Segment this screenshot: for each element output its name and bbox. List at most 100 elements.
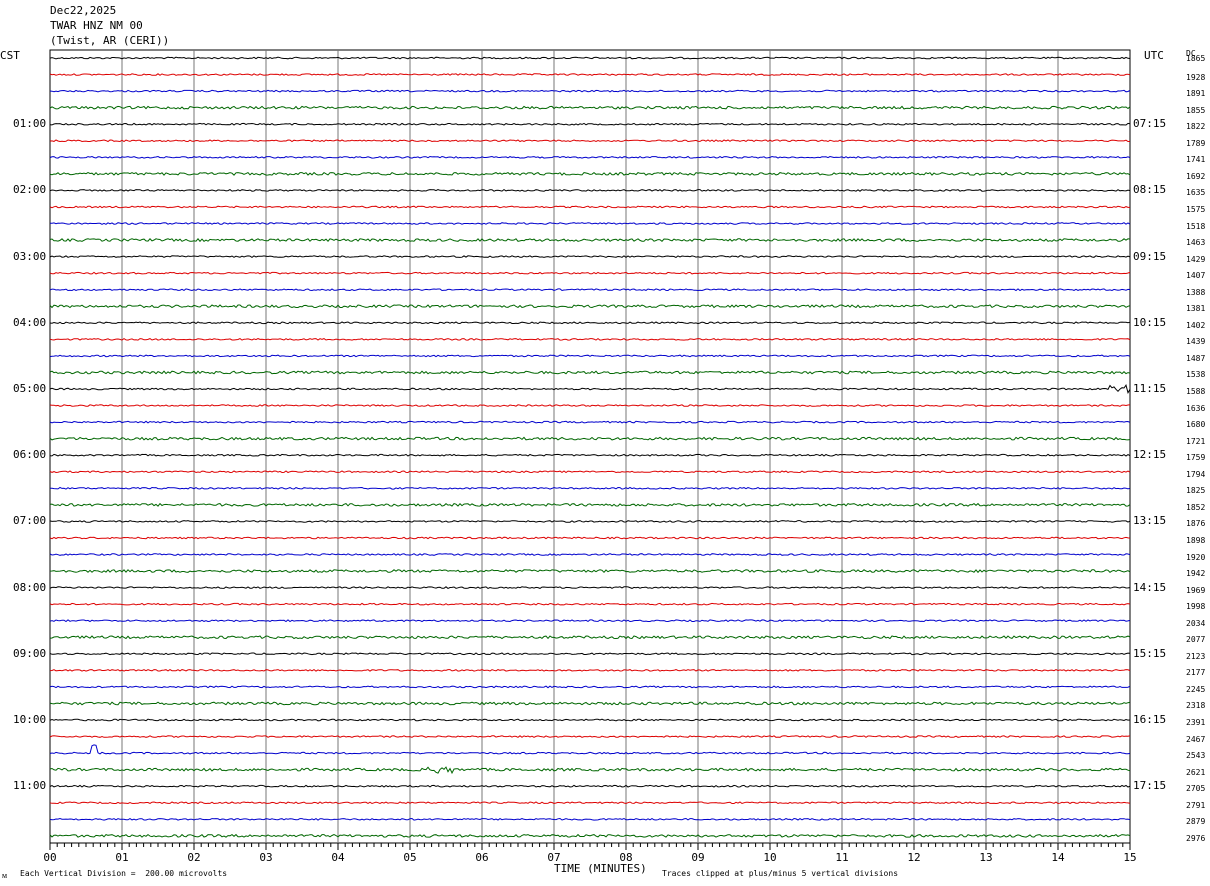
trace-4 <box>49 122 1131 126</box>
trace-15 <box>49 304 1131 309</box>
dc-offset-label: 2391 <box>1186 718 1206 727</box>
trace-25 <box>49 470 1131 474</box>
dc-offset-label: 1920 <box>1186 552 1206 562</box>
trace-12 <box>49 255 1131 259</box>
trace-47 <box>49 833 1131 838</box>
dc-offset-label: 1538 <box>1186 370 1206 380</box>
plot-frame <box>49 49 1131 844</box>
right-time-label: 12:15 <box>1133 448 1167 462</box>
trace-33 <box>49 602 1131 606</box>
x-tick-label: 10 <box>763 851 777 864</box>
dc-offset-label: 1825 <box>1186 486 1206 496</box>
x-tick-label: 12 <box>907 851 921 864</box>
dc-offset-label: 1855 <box>1186 105 1206 115</box>
trace-27 <box>49 502 1131 507</box>
dc-offset-label: 2177 <box>1186 668 1206 678</box>
trace-1 <box>49 73 1131 76</box>
scale-note: Each Vertical Division = 200.00 microvol… <box>20 869 228 878</box>
right-time-label: 14:15 <box>1133 580 1167 594</box>
x-tick-label: 01 <box>115 851 129 864</box>
trace-0 <box>49 56 1131 60</box>
dc-offset-label: 1721 <box>1186 436 1206 446</box>
trace-17 <box>49 337 1131 341</box>
x-tick-label: 08 <box>619 851 633 864</box>
date-label: Dec22,2025 <box>50 4 117 17</box>
dc-offset-label: 1741 <box>1186 155 1206 165</box>
dc-offset-label: 1636 <box>1186 403 1206 413</box>
x-tick-label: 05 <box>403 851 417 864</box>
dc-offset-label: 1969 <box>1186 585 1206 595</box>
dc-offset-label: 1588 <box>1186 387 1206 396</box>
x-tick-label: 00 <box>43 851 57 864</box>
dc-offset-label: 1692 <box>1186 171 1206 181</box>
dc-offset-label: 2976 <box>1186 833 1206 843</box>
trace-11 <box>49 238 1131 243</box>
trace-46 <box>49 817 1131 821</box>
dc-offset-label: 2879 <box>1186 817 1206 827</box>
trace-40 <box>49 718 1131 722</box>
dc-offset-label: 2791 <box>1186 800 1206 810</box>
x-tick-label: 04 <box>331 851 345 864</box>
dc-offset-label: 1407 <box>1186 271 1206 281</box>
trace-group <box>49 56 1131 838</box>
right-time-label: 08:15 <box>1133 183 1167 197</box>
left-time-label: 06:00 <box>13 448 47 462</box>
dc-offset-label: 2245 <box>1186 684 1206 694</box>
dc-offset-label: 1928 <box>1186 72 1206 82</box>
x-tick-label: 15 <box>1123 851 1137 864</box>
trace-39 <box>49 701 1131 706</box>
dc-offset-label: 1852 <box>1186 502 1206 512</box>
dc-label: DC <box>1186 49 1196 58</box>
trace-5 <box>49 139 1131 143</box>
dc-offset-label: 2621 <box>1186 767 1206 777</box>
left-time-label: 04:00 <box>13 315 47 329</box>
trace-8 <box>49 188 1131 192</box>
corner-mark: ᴍ <box>2 871 8 880</box>
trace-14 <box>49 288 1131 292</box>
dc-offset-label: 1794 <box>1186 469 1206 479</box>
trace-43 <box>49 766 1131 775</box>
x-tick-label: 09 <box>691 851 705 864</box>
x-tick-label: 06 <box>475 851 489 864</box>
cst-label: CST <box>0 49 20 62</box>
trace-36 <box>49 652 1131 656</box>
dc-offset-label: 1759 <box>1186 453 1206 463</box>
trace-41 <box>49 735 1131 738</box>
right-time-label: 11:15 <box>1133 382 1167 395</box>
trace-16 <box>49 321 1131 325</box>
trace-9 <box>49 205 1130 209</box>
right-time-label: 15:15 <box>1133 646 1167 660</box>
dc-offset-label: 1789 <box>1186 138 1206 148</box>
dc-offset-label: 1388 <box>1186 287 1206 297</box>
trace-22 <box>49 420 1131 424</box>
dc-offset-label: 1439 <box>1186 337 1206 347</box>
right-time-label: 13:15 <box>1133 514 1167 528</box>
x-tick-label: 11 <box>835 851 849 864</box>
dc-offset-label: 1381 <box>1186 304 1206 314</box>
trace-3 <box>49 105 1131 110</box>
dc-offset-label: 1876 <box>1186 519 1206 529</box>
right-time-label: 09:15 <box>1133 249 1167 263</box>
trace-28 <box>49 520 1131 523</box>
trace-38 <box>49 685 1131 689</box>
trace-6 <box>49 155 1131 159</box>
trace-29 <box>49 536 1131 540</box>
dc-offset-label: 1998 <box>1186 602 1206 612</box>
dc-offset-label: 2123 <box>1186 651 1206 661</box>
trace-37 <box>49 668 1131 672</box>
x-tick-label: 07 <box>547 851 561 864</box>
location-label: (Twist, AR (CERI)) <box>50 34 170 47</box>
x-axis-title: TIME (MINUTES) <box>554 862 647 875</box>
trace-20 <box>49 384 1131 395</box>
x-tick-label: 14 <box>1051 851 1065 864</box>
left-time-label: 11:00 <box>13 779 47 793</box>
dc-offset-label: 1429 <box>1186 254 1206 264</box>
trace-31 <box>49 569 1131 574</box>
dc-offset-label: 1487 <box>1186 353 1206 363</box>
dc-offset-label: 1635 <box>1186 188 1206 198</box>
right-time-label: 10:15 <box>1133 315 1167 329</box>
dc-offset-label: 2467 <box>1186 734 1206 744</box>
minute-grid <box>121 50 1059 843</box>
dc-offset-label: 1822 <box>1186 122 1206 132</box>
